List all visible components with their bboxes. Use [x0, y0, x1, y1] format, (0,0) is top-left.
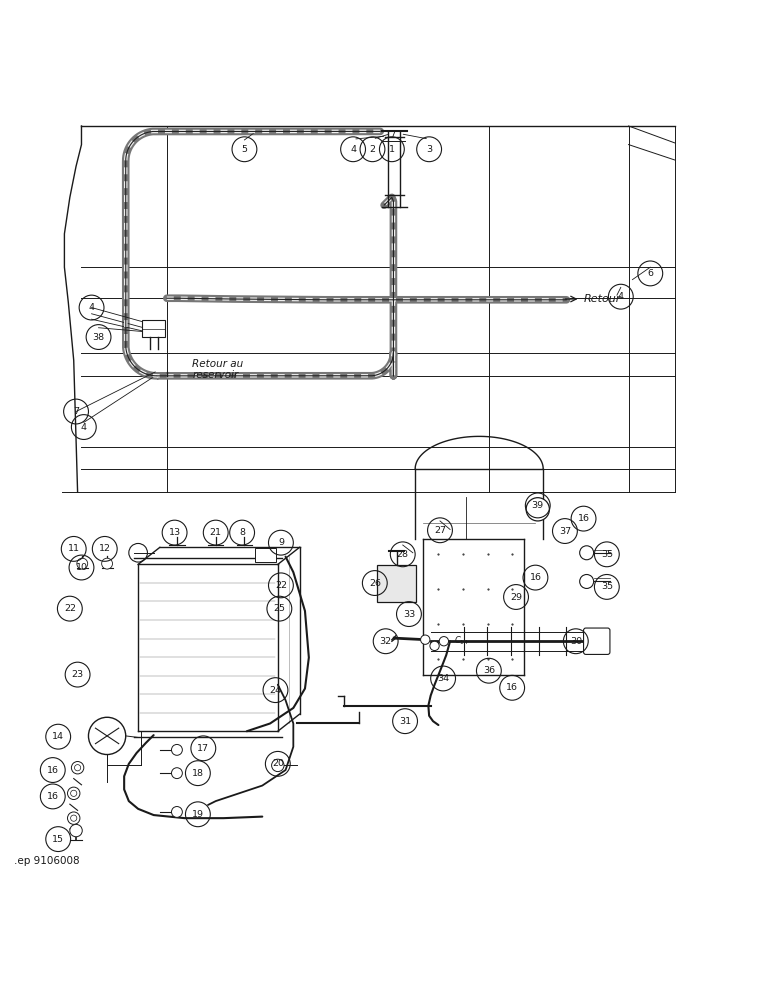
Text: 29: 29	[510, 592, 522, 601]
Bar	[255, 548, 276, 562]
Text: $C_{14}$: $C_{14}$	[454, 635, 469, 647]
Text: 28: 28	[397, 550, 409, 559]
Text: 4: 4	[618, 292, 624, 301]
Circle shape	[430, 641, 439, 651]
Text: 11: 11	[68, 544, 80, 553]
Text: 14: 14	[52, 732, 64, 741]
Circle shape	[71, 762, 84, 774]
Text: 5: 5	[241, 145, 248, 154]
Text: 35: 35	[601, 582, 613, 591]
Text: 30: 30	[570, 637, 582, 646]
Text: 26: 26	[369, 579, 381, 588]
Circle shape	[421, 635, 430, 644]
Text: 21: 21	[210, 528, 222, 537]
Text: 38: 38	[92, 333, 105, 342]
Text: 16: 16	[47, 792, 59, 801]
FancyBboxPatch shape	[584, 628, 610, 654]
Text: Retour au
reservoir: Retour au reservoir	[192, 359, 244, 380]
Text: 24: 24	[269, 686, 282, 695]
Circle shape	[171, 807, 182, 817]
Text: 39: 39	[532, 501, 544, 510]
Text: 33: 33	[403, 610, 415, 619]
Text: 19: 19	[192, 810, 204, 819]
Text: 17: 17	[197, 744, 210, 753]
Circle shape	[68, 787, 80, 800]
Circle shape	[70, 824, 82, 837]
Text: 8: 8	[239, 528, 245, 537]
Text: 22: 22	[275, 581, 287, 590]
Circle shape	[526, 498, 549, 521]
Text: 18: 18	[192, 769, 204, 778]
Text: 2: 2	[369, 145, 376, 154]
Text: 12: 12	[99, 544, 111, 553]
Text: 36: 36	[483, 666, 495, 675]
Circle shape	[580, 574, 594, 588]
Circle shape	[171, 768, 182, 779]
Text: 23: 23	[71, 670, 84, 679]
Text: 32: 32	[379, 637, 392, 646]
Text: 37: 37	[559, 527, 571, 536]
Text: 27: 27	[434, 526, 446, 535]
Text: 13: 13	[168, 528, 181, 537]
Text: 15: 15	[52, 835, 64, 844]
Circle shape	[77, 558, 88, 569]
Text: Retour: Retour	[584, 294, 621, 304]
Text: 20: 20	[272, 759, 284, 768]
Circle shape	[102, 558, 113, 569]
Text: 7: 7	[73, 407, 79, 416]
Circle shape	[439, 637, 449, 646]
Text: 16: 16	[529, 573, 542, 582]
Text: 10: 10	[75, 563, 88, 572]
Text: .ep 9106008: .ep 9106008	[14, 856, 80, 866]
Text: 16: 16	[47, 766, 59, 775]
Text: 3: 3	[426, 145, 432, 154]
Bar	[377, 565, 416, 602]
Text: 34: 34	[437, 674, 449, 683]
Text: 25: 25	[273, 604, 286, 613]
Text: 16: 16	[577, 514, 590, 523]
Text: 4: 4	[81, 423, 87, 432]
Text: 4: 4	[88, 303, 95, 312]
Text: 31: 31	[399, 717, 411, 726]
Circle shape	[68, 812, 80, 824]
Text: 9: 9	[278, 538, 284, 547]
Text: 22: 22	[64, 604, 76, 613]
Circle shape	[171, 744, 182, 755]
Text: 1: 1	[389, 145, 395, 154]
Circle shape	[580, 546, 594, 560]
Circle shape	[88, 717, 126, 755]
Bar	[142, 320, 165, 337]
Text: 4: 4	[350, 145, 356, 154]
Circle shape	[272, 759, 284, 772]
Text: 16: 16	[506, 683, 518, 692]
Text: 6: 6	[647, 269, 653, 278]
Text: 35: 35	[601, 550, 613, 559]
